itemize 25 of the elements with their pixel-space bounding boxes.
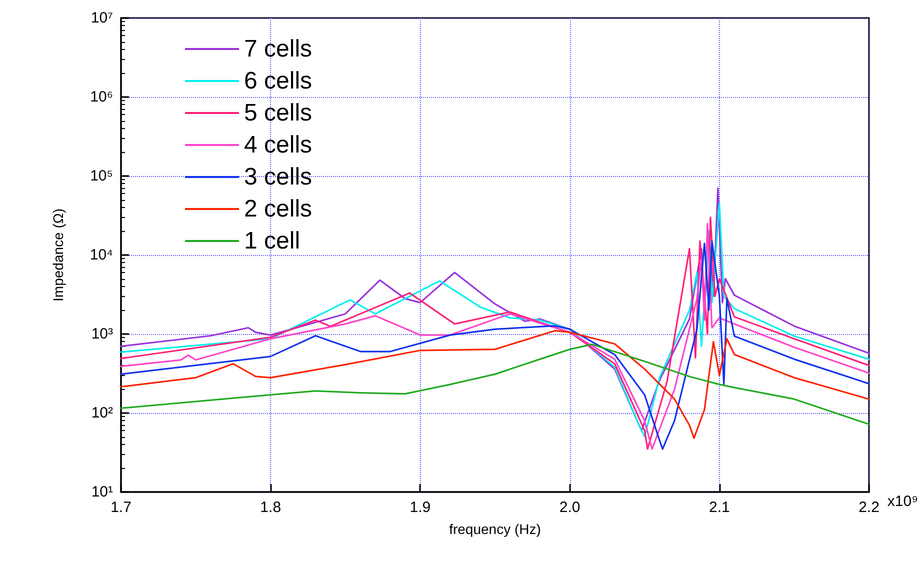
line-series [120, 330, 870, 439]
legend-label: 1 cell [244, 228, 300, 254]
y-tick-label: 10¹ [91, 484, 113, 500]
y-tick-label: 10³ [91, 326, 113, 342]
legend-label: 2 cells [244, 196, 312, 222]
y-tick-label: 10⁷ [90, 10, 113, 26]
y-tick-label: 10⁵ [90, 168, 113, 184]
x-tick-label: 1.9 [410, 499, 431, 516]
legend-label: 7 cells [244, 36, 312, 62]
line-series [120, 344, 870, 426]
text: x10⁹ [887, 493, 918, 510]
y-tick-label: 10⁶ [90, 88, 113, 106]
legend-label: 4 cells [244, 132, 312, 158]
x-tick-label: 2.1 [708, 499, 730, 516]
legend-label: 5 cells [244, 100, 312, 126]
x-tick-label: 1.8 [260, 499, 282, 516]
x-tick-label: 1.7 [110, 499, 132, 516]
legend-label: 6 cells [244, 68, 312, 94]
legend-label: 3 cells [244, 164, 312, 190]
y-axis-title: Impedance (Ω) [50, 208, 66, 302]
x-tick-label: 2.2 [858, 499, 880, 516]
x-tick-label: 2.0 [559, 499, 580, 516]
y-tick-label: 10⁴ [90, 246, 113, 264]
x-axis-title: frequency (Hz) [449, 521, 541, 537]
y-tick-label: 10² [91, 404, 113, 422]
